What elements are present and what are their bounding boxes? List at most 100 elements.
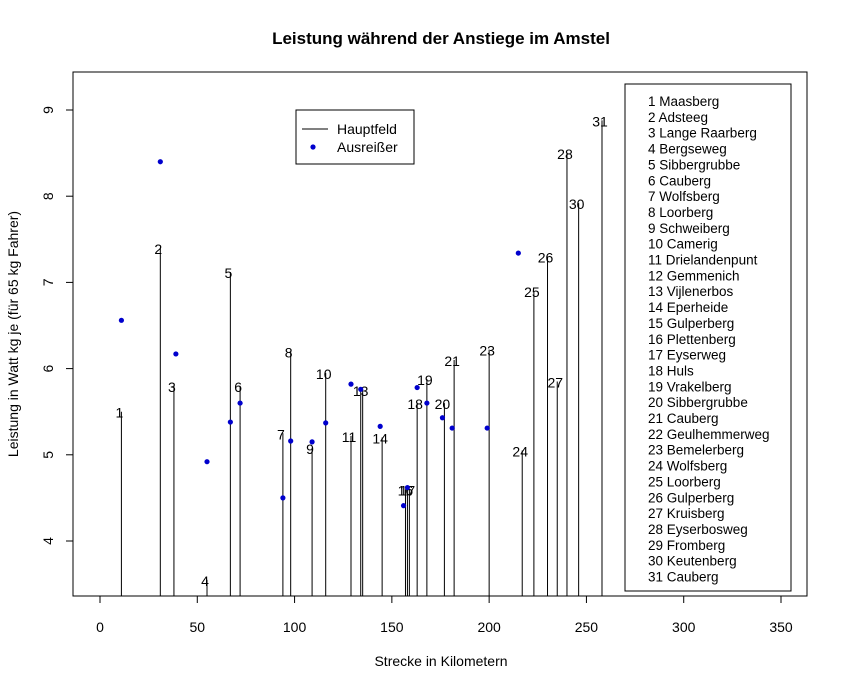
climb-label-31: 31 [592, 113, 608, 129]
climbs-legend-item: 17 Eyserweg [648, 348, 726, 363]
climb-label-4: 4 [201, 573, 209, 589]
ausreisser-point-6 [237, 400, 243, 406]
ausreisser-point-18 [439, 415, 446, 421]
chart-title: Leistung während der Anstiege im Amstel [272, 29, 610, 48]
ausreisser-point-16 [414, 384, 420, 391]
legend-point-icon [310, 144, 316, 150]
ausreisser-point-10 [323, 420, 329, 426]
climbs-legend-item: 15 Gulperberg [648, 316, 734, 331]
x-tick-label: 350 [769, 619, 793, 635]
ausreisser-point-7 [280, 495, 286, 501]
ausreisser-point-17 [424, 400, 430, 406]
climb-label-3: 3 [168, 379, 176, 395]
climb-label-24: 24 [512, 443, 528, 459]
hauptfeld-series [120, 120, 603, 596]
climb-label-17: 17 [400, 482, 416, 498]
climb-label-7: 7 [277, 426, 285, 442]
climbs-legend-item: 22 Geulhemmerweg [648, 427, 770, 442]
climb-label-26: 26 [538, 250, 554, 266]
climb-label-20: 20 [435, 396, 451, 412]
climbs-legend-item: 6 Cauberg [648, 173, 711, 188]
x-tick-label: 300 [672, 619, 696, 635]
climbs-legend-item: 1 Maasberg [648, 94, 719, 109]
climbs-legend-item: 20 Sibbergrubbe [648, 395, 748, 410]
ausreisser-point-3 [173, 351, 179, 357]
climb-label-21: 21 [444, 353, 460, 369]
ausreisser-point-9 [309, 439, 315, 445]
climbs-legend-item: 26 Gulperberg [648, 490, 734, 505]
climb-label-8: 8 [285, 344, 293, 360]
climbs-legend-item: 23 Bemelerberg [648, 443, 744, 458]
climbs-legend-item: 11 Drielandenpunt [648, 253, 758, 268]
climbs-legend-item: 30 Keutenberg [648, 554, 737, 569]
ausreisser-point-21 [515, 250, 521, 256]
ausreisser-point-20 [484, 425, 490, 431]
x-tick-label: 250 [575, 619, 599, 635]
climbs-legend-item: 14 Eperheide [648, 300, 728, 315]
x-tick-label: 0 [96, 619, 104, 635]
climb-label-28: 28 [557, 146, 573, 162]
climbs-legend-item: 3 Lange Raarberg [648, 126, 757, 141]
climbs-legend-item: 25 Loorberg [648, 474, 721, 489]
ausreisser-point-13 [377, 423, 383, 429]
climbs-legend-item: 19 Vrakelberg [648, 379, 732, 394]
climb-label-2: 2 [154, 241, 162, 257]
climb-label-9: 9 [306, 441, 314, 457]
y-axis: 4 5 6 7 8 9 [40, 106, 74, 545]
climb-label-18: 18 [407, 396, 423, 412]
climbs-legend-item: 28 Eyserbosweg [648, 522, 748, 537]
y-tick-label: 7 [40, 278, 56, 286]
climbs-legend-item: 24 Wolfsberg [648, 459, 727, 474]
x-tick-label: 150 [380, 619, 404, 635]
climbs-legend-item: 29 Fromberg [648, 538, 725, 553]
climbs-legend-item: 2 Adsteeg [648, 110, 708, 125]
legend-label-hauptfeld: Hauptfeld [337, 121, 397, 137]
ausreisser-point-14 [400, 503, 407, 509]
y-tick-label: 8 [40, 192, 56, 200]
legend-label-ausreisser: Ausreißer [337, 139, 398, 155]
x-tick-label: 200 [477, 619, 501, 635]
climb-label-6: 6 [234, 379, 242, 395]
climbs-legend-item: 5 Sibbergrubbe [648, 157, 740, 172]
climbs-legend-item: 18 Huls [648, 363, 694, 378]
climbs-legend-item: 16 Plettenberg [648, 332, 736, 347]
climbs-legend-box [624, 83, 792, 592]
climb-label-14: 14 [372, 431, 388, 447]
climbs-legend-item: 7 Wolfsberg [648, 189, 720, 204]
ausreisser-point-8 [288, 438, 294, 444]
climb-label-1: 1 [116, 405, 124, 421]
climbs-legend-item: 27 Kruisberg [648, 506, 725, 521]
climb-label-19: 19 [417, 372, 433, 388]
ausreisser-point-11 [348, 381, 354, 387]
ausreisser-point-2 [157, 159, 163, 165]
climbs-legend-item: 12 Gemmenich [648, 268, 740, 283]
climbs-legend-item: 4 Bergseweg [648, 142, 727, 157]
ausreisser-point-15 [404, 484, 411, 491]
y-tick-label: 9 [40, 106, 56, 114]
x-tick-label: 50 [189, 619, 205, 635]
climb-label-27: 27 [547, 375, 563, 391]
ausreisser-point-1 [118, 317, 125, 323]
ausreisser-series [118, 159, 521, 509]
ausreisser-point-4 [204, 459, 210, 465]
x-axis-label: Strecke in Kilometern [374, 653, 507, 669]
ausreisser-point-19 [449, 425, 455, 431]
climb-label-5: 5 [224, 265, 232, 281]
y-tick-label: 4 [40, 537, 56, 545]
climb-label-10: 10 [316, 366, 332, 382]
climb-label-25: 25 [524, 284, 540, 300]
series-legend: Hauptfeld Ausreißer [295, 109, 415, 165]
climbs-legend-item: 10 Camerig [648, 237, 718, 252]
climb-label-11: 11 [342, 429, 357, 445]
ausreisser-point-5 [227, 419, 233, 425]
y-axis-label: Leistung in Watt kg je (für 65 kg Fahrer… [5, 211, 21, 457]
series-legend-box [295, 109, 415, 165]
climb-label-23: 23 [479, 343, 495, 359]
climbs-legend-item: 8 Loorberg [648, 205, 713, 220]
climb-label-30: 30 [569, 196, 585, 212]
x-axis: 0 50 100 150 200 250 300 350 [96, 595, 793, 635]
climbs-legend-item: 9 Schweiberg [648, 221, 730, 236]
climbs-legend-item: 13 Vijlenerbos [648, 284, 734, 299]
climb-number-labels: 1234567891011131416171819202123242526272… [116, 113, 608, 588]
